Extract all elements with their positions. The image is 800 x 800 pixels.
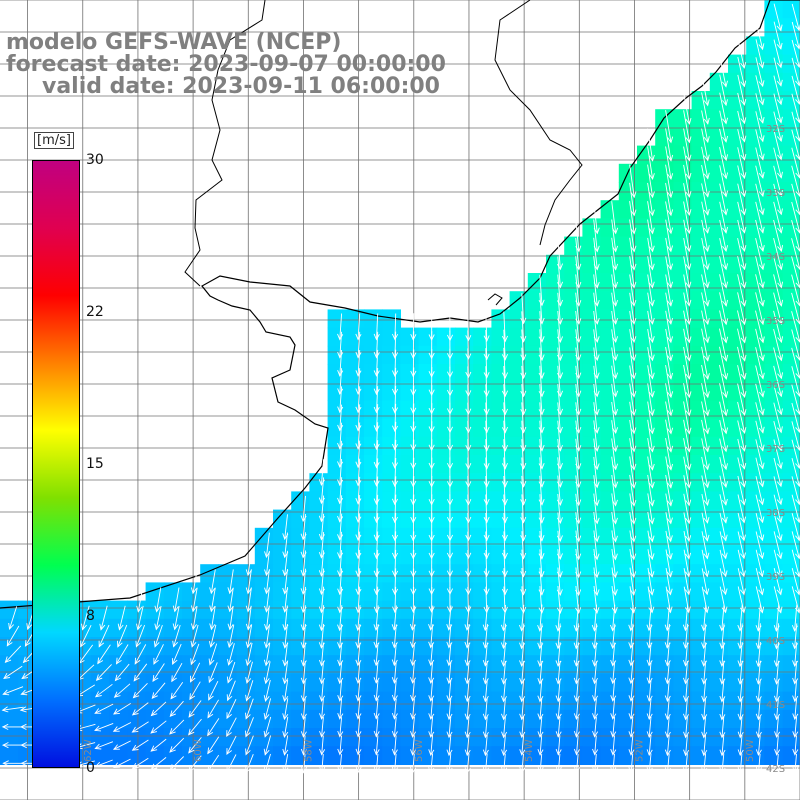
meridian-label: 62W <box>83 739 94 762</box>
parallel-label: 32S <box>766 124 785 135</box>
colorbar-tick-0: 0 <box>86 760 95 776</box>
parallel-label: 33S <box>766 188 785 199</box>
parallel-label: 38S <box>766 508 785 519</box>
wind-speed-field <box>0 0 800 765</box>
meridian-label: 50W <box>745 739 756 762</box>
colorbar-tick-15: 15 <box>86 456 104 472</box>
meridian-label: 58W <box>303 739 314 762</box>
colorbar-unit: [m/s] <box>34 132 74 149</box>
parallel-label: 42S <box>766 764 785 775</box>
wind-arrow <box>246 551 251 575</box>
meridian-label: 60W <box>193 739 204 762</box>
meridian-label: 54W <box>524 739 535 762</box>
wind-arrow <box>484 312 489 341</box>
colorbar-tick-22: 22 <box>86 304 104 320</box>
parallel-label: 40S <box>766 636 785 647</box>
parallel-label: 39S <box>766 572 785 583</box>
colorbar <box>32 160 80 768</box>
parallel-label: 34S <box>766 252 785 263</box>
meridian-label: 52W <box>634 739 645 762</box>
parallel-label: 35S <box>766 316 785 327</box>
parallel-label: 41S <box>766 700 785 711</box>
colorbar-tick-30: 30 <box>86 152 104 168</box>
parallel-label: 37S <box>766 444 785 455</box>
parallel-label: 36S <box>766 380 785 391</box>
meridian-label: 56W <box>414 739 425 762</box>
colorbar-tick-8: 8 <box>86 608 95 624</box>
